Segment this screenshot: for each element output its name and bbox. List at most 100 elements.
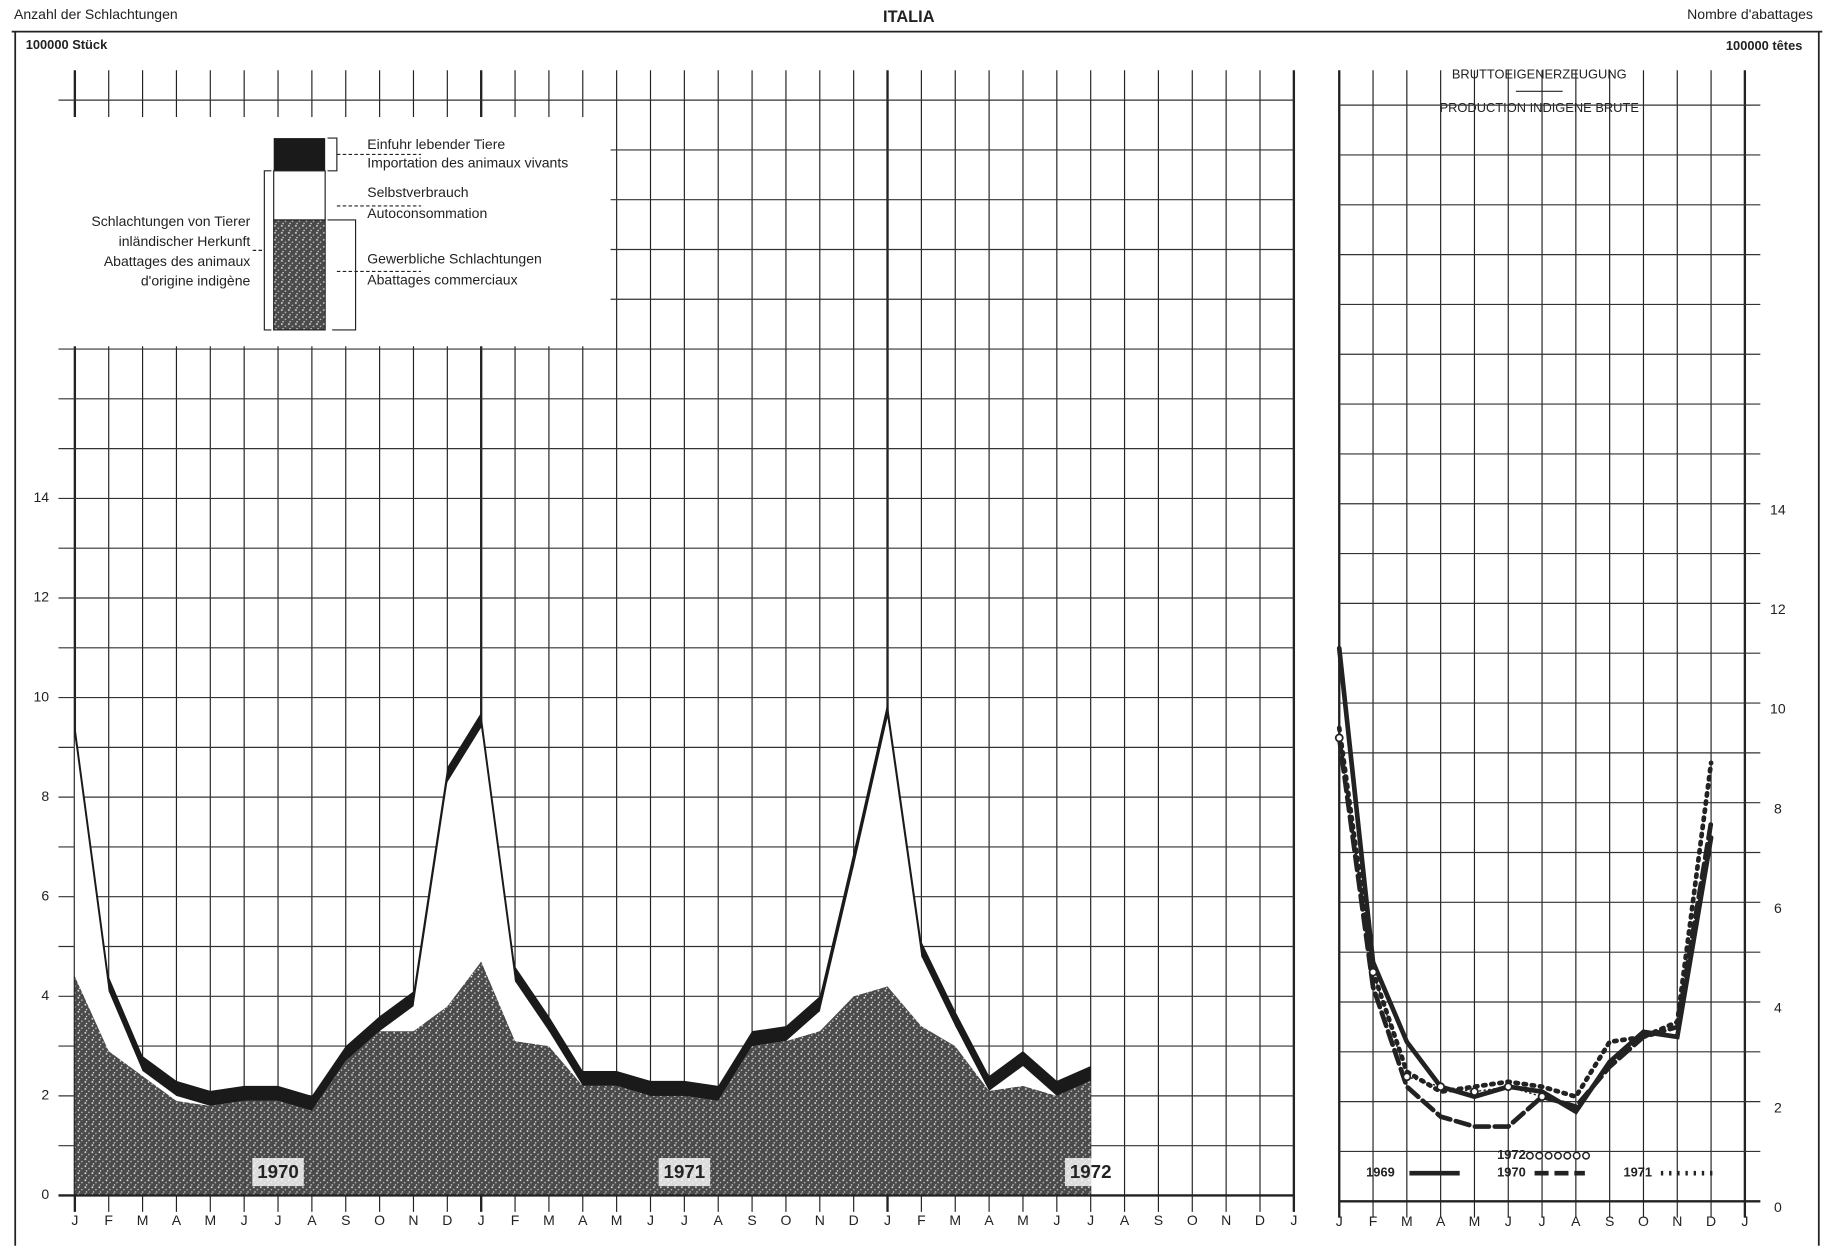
legend-label: Importation des animaux vivants xyxy=(367,155,568,171)
y-tick-label: 0 xyxy=(41,1186,49,1202)
legend-label: Gewerbliche Schlachtungen xyxy=(367,250,542,266)
x-tick-label: J xyxy=(241,1212,248,1228)
y-tick-label: 8 xyxy=(1774,800,1782,816)
x-tick-label: O xyxy=(1638,1213,1649,1229)
point xyxy=(1368,967,1378,977)
right-title: BRUTTOEIGENERZEUGUNG xyxy=(1452,66,1627,81)
x-tick-label: N xyxy=(1672,1213,1682,1229)
x-tick-label: N xyxy=(815,1212,825,1228)
legend-self xyxy=(273,170,326,221)
legend-label: Abattages commerciaux xyxy=(367,271,517,287)
point xyxy=(1470,1087,1479,1097)
right-subtitle: PRODUCTION INDIGENE BRUTE xyxy=(1440,100,1640,115)
x-tick-label: N xyxy=(408,1212,418,1228)
x-tick-label: J xyxy=(1053,1212,1060,1228)
x-tick-label: M xyxy=(949,1212,961,1228)
y-tick-label: 6 xyxy=(41,887,49,903)
year-box xyxy=(658,1158,711,1187)
x-tick-label: M xyxy=(1401,1213,1413,1229)
y-tick-label: 10 xyxy=(34,688,50,704)
point xyxy=(1537,1092,1547,1102)
x-tick-label: F xyxy=(511,1212,520,1228)
point xyxy=(1503,1082,1513,1092)
legend-label: 1969 xyxy=(1366,1165,1395,1180)
x-tick-label: S xyxy=(1154,1212,1163,1228)
x-tick-label: J xyxy=(1087,1212,1094,1228)
x-tick-label: A xyxy=(172,1212,182,1228)
x-tick-label: A xyxy=(714,1212,724,1228)
x-tick-label: J xyxy=(1505,1213,1512,1229)
x-tick-label: M xyxy=(611,1212,623,1228)
x-tick-label: A xyxy=(307,1212,317,1228)
header-title: ITALIA xyxy=(883,8,935,26)
y2-axis-label: 100000 têtes xyxy=(1726,38,1803,53)
legend-label: Autoconsommation xyxy=(367,205,487,221)
legend-group-label: d'origine indigène xyxy=(141,273,251,289)
legend-swatch xyxy=(1563,1151,1572,1160)
x-tick-label: S xyxy=(747,1212,756,1228)
legend-label: 1972 xyxy=(1497,1147,1526,1162)
x-tick-label: A xyxy=(1571,1213,1581,1229)
year-label: 1972 xyxy=(1070,1161,1112,1182)
x-tick-label: D xyxy=(849,1212,859,1228)
legend-label: 1971 xyxy=(1623,1165,1652,1180)
legend-swatch xyxy=(1525,1151,1534,1160)
x-tick-label: N xyxy=(1221,1212,1231,1228)
area-0 xyxy=(74,961,1091,1196)
x-tick-label: A xyxy=(1436,1213,1446,1229)
x-tick-label: S xyxy=(1605,1213,1614,1229)
x-tick-label: O xyxy=(1187,1212,1198,1228)
x-tick-label: F xyxy=(1369,1213,1378,1229)
y-tick-label: 12 xyxy=(1770,601,1786,617)
x-tick-label: J xyxy=(478,1212,485,1228)
x-tick-label: J xyxy=(681,1212,688,1228)
year-box xyxy=(1064,1158,1117,1187)
point xyxy=(1402,1072,1412,1082)
x-tick-label: M xyxy=(1017,1212,1029,1228)
header-right: Nombre d'abattages xyxy=(1687,6,1813,22)
y-tick-label: 14 xyxy=(34,489,50,505)
legend-import xyxy=(273,138,326,171)
x-tick-label: J xyxy=(1290,1212,1297,1228)
legend-group-label: inländischer Herkunft xyxy=(119,233,251,249)
x-tick-label: J xyxy=(71,1212,78,1228)
y-tick-label: 10 xyxy=(1770,701,1786,717)
year-box xyxy=(252,1158,304,1187)
legend-group-label: Schlachtungen von Tierer xyxy=(91,213,250,229)
x-tick-label: A xyxy=(984,1212,994,1228)
x-tick-label: J xyxy=(275,1212,282,1228)
legend-group-label: Abattages des animaux xyxy=(104,253,250,269)
legend-label: Selbstverbrauch xyxy=(367,184,468,200)
x-tick-label: M xyxy=(543,1212,555,1228)
x-tick-label: J xyxy=(884,1212,891,1228)
y-axis-label: 100000 Stück xyxy=(26,37,108,52)
x-tick-label: J xyxy=(647,1212,654,1228)
x-tick-label: M xyxy=(137,1212,149,1228)
year-label: 1971 xyxy=(664,1161,706,1182)
x-tick-label: J xyxy=(1741,1213,1748,1229)
point xyxy=(1436,1082,1446,1092)
y-tick-label: 6 xyxy=(1774,900,1782,916)
y-tick-label: 2 xyxy=(41,1087,49,1103)
legend-swatch xyxy=(1553,1151,1562,1160)
legend-swatch xyxy=(1544,1151,1553,1160)
y-tick-label: 4 xyxy=(41,987,49,1003)
x-tick-label: J xyxy=(1336,1213,1343,1229)
x-tick-label: M xyxy=(204,1212,216,1228)
x-tick-label: M xyxy=(1469,1213,1481,1229)
x-tick-label: J xyxy=(1539,1213,1546,1229)
year-label: 1970 xyxy=(257,1161,299,1182)
legend-swatch xyxy=(1572,1151,1581,1160)
x-tick-label: D xyxy=(1255,1212,1265,1228)
point xyxy=(1334,733,1344,743)
x-tick-label: D xyxy=(1706,1213,1716,1229)
legend-swatch xyxy=(1582,1151,1591,1160)
legend-commercial xyxy=(273,219,326,331)
x-tick-label: O xyxy=(374,1212,385,1228)
x-tick-label: O xyxy=(780,1212,791,1228)
y-tick-label: 12 xyxy=(34,589,50,605)
y-tick-label: 0 xyxy=(1774,1199,1782,1215)
y-tick-label: 8 xyxy=(41,788,49,804)
x-tick-label: F xyxy=(917,1212,926,1228)
